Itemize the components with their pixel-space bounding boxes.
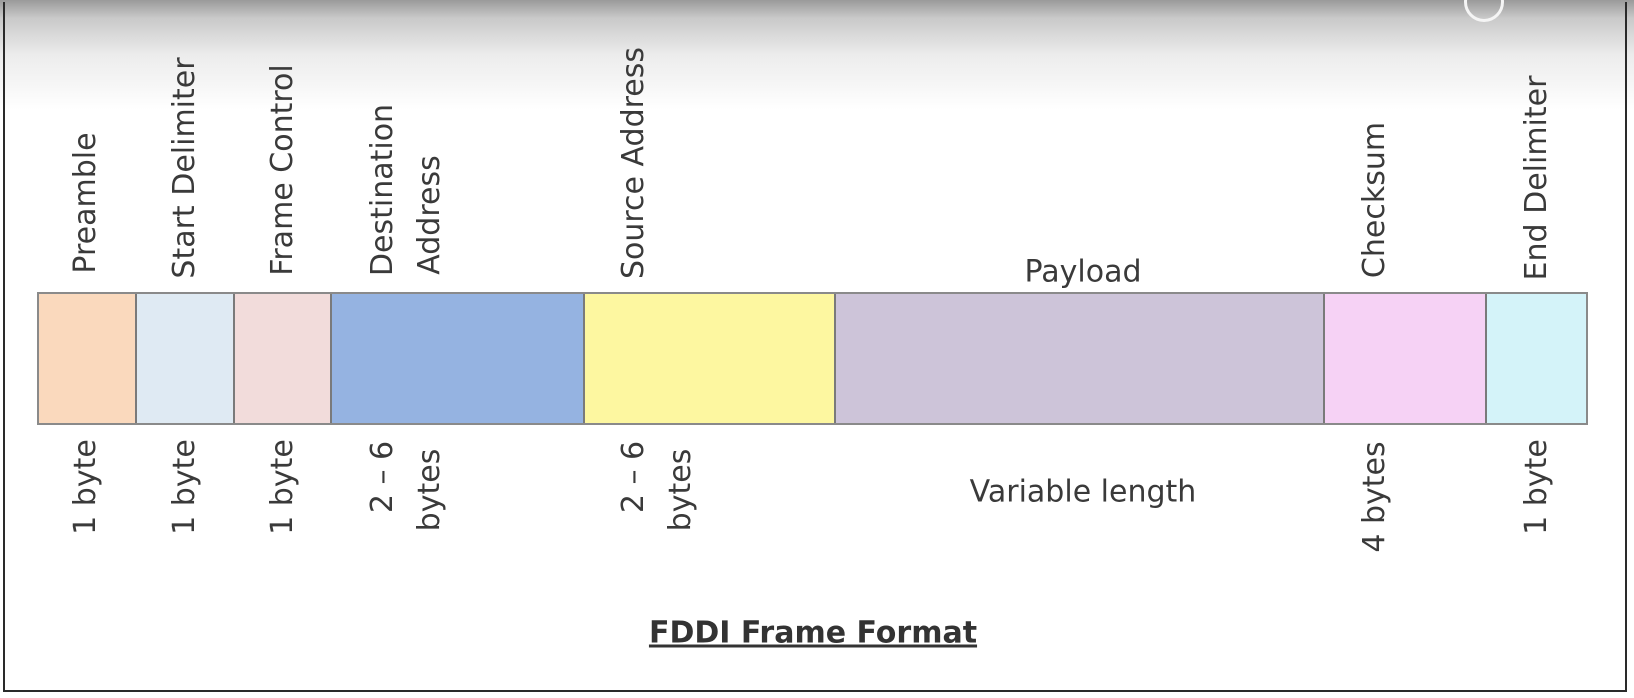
segment-destination-address (332, 294, 585, 423)
diagram-caption: FDDI Frame Format (648, 615, 978, 651)
size-frame-control: 1 byte (265, 439, 300, 535)
label-source-address: Source Address (616, 46, 651, 280)
segment-preamble (39, 294, 137, 423)
size-start-delimiter: 1 byte (167, 439, 202, 535)
size-payload: Variable length (969, 474, 1197, 510)
segment-frame-control (234, 294, 333, 423)
segment-payload (835, 294, 1325, 423)
size-checksum: 4 bytes (1357, 441, 1392, 553)
size-source-line1: 2 – 6 (616, 440, 651, 514)
segment-start-delimiter (136, 294, 235, 423)
label-start-delimiter: Start Delimiter (167, 57, 202, 279)
segment-checksum (1324, 294, 1488, 423)
label-destination-line1: Destination (365, 103, 400, 277)
label-checksum: Checksum (1357, 121, 1392, 279)
label-payload: Payload (1024, 254, 1142, 290)
label-end-delimiter: End Delimiter (1519, 75, 1554, 281)
size-source-line2: bytes (663, 448, 698, 532)
segment-end-delimiter (1487, 294, 1586, 423)
label-destination-line2: Address (412, 155, 447, 275)
segment-source-address (584, 294, 836, 423)
frame-bar (37, 292, 1588, 425)
size-destination-line2: bytes (412, 448, 447, 532)
size-preamble: 1 byte (68, 439, 103, 535)
label-frame-control: Frame Control (265, 64, 300, 276)
label-preamble: Preamble (68, 132, 103, 274)
size-end-delimiter: 1 byte (1519, 439, 1554, 535)
slide-frame (3, 2, 1627, 692)
size-destination-line1: 2 – 6 (365, 440, 400, 514)
